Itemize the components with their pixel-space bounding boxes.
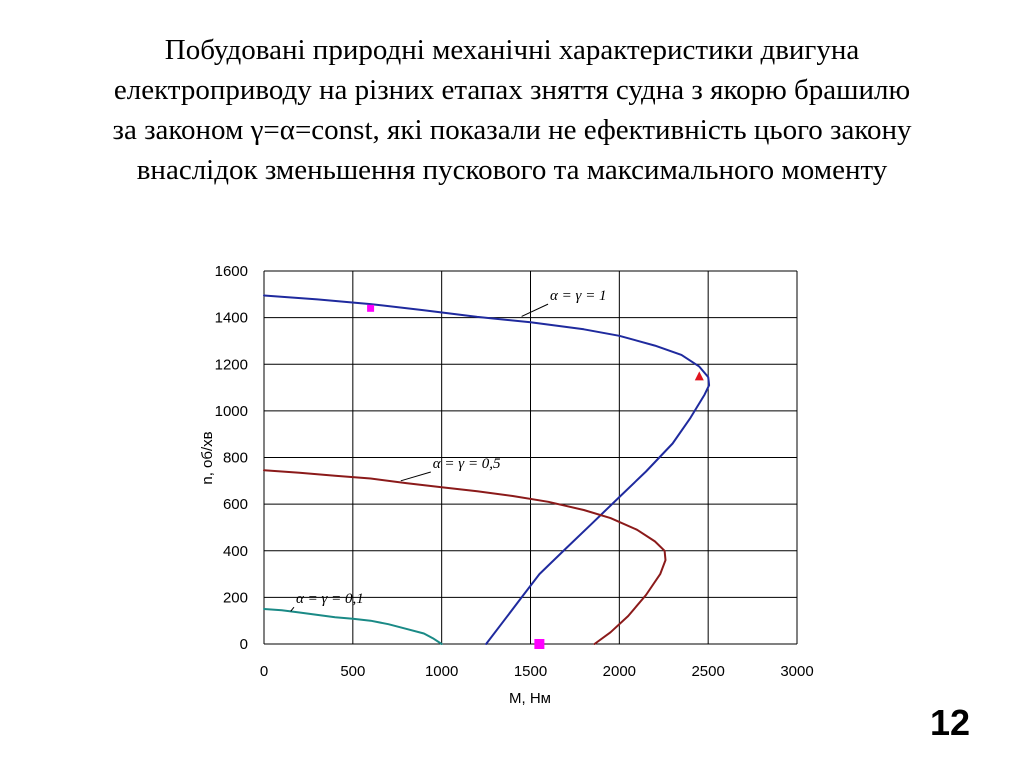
annotation-leader-line bbox=[521, 303, 549, 317]
slide-title: Побудовані природні механічні характерис… bbox=[20, 30, 1004, 190]
y-tick-label: 200 bbox=[223, 589, 248, 606]
markers bbox=[367, 304, 704, 649]
data-marker-square bbox=[534, 639, 545, 649]
y-tick-label: 600 bbox=[223, 496, 248, 513]
y-tick-label: 800 bbox=[223, 450, 248, 467]
x-tick-label: 2500 bbox=[691, 663, 724, 680]
y-tick-label: 1000 bbox=[215, 403, 248, 420]
series-annotation: α = γ = 1 bbox=[550, 288, 607, 304]
tick-labels: 0 500 1000 1500 2000 2500 3000 0 200 400 600 800 100… bbox=[215, 263, 814, 680]
y-axis-label: n, об/хв bbox=[199, 431, 216, 484]
y-tick-label: 1600 bbox=[215, 263, 248, 280]
y-tick-label: 1400 bbox=[215, 310, 248, 327]
x-tick-label: 3000 bbox=[780, 663, 813, 680]
series bbox=[263, 294, 711, 645]
data-marker-square bbox=[367, 304, 375, 312]
title-line-2: електроприводу на різних етапах зняття с… bbox=[113, 74, 911, 106]
annotation-leader-line bbox=[290, 606, 295, 612]
grid bbox=[263, 270, 798, 645]
title-line-4: внаслідок зменьшення пускового та максим… bbox=[136, 154, 888, 186]
x-tick-label: 2000 bbox=[603, 663, 636, 680]
annotation-leader-line bbox=[400, 471, 431, 482]
annotations: α = γ = 1 α = γ = 0,5 α = γ = 0,1 bbox=[290, 288, 607, 612]
x-tick-label: 500 bbox=[340, 663, 365, 680]
x-tick-label: 1000 bbox=[425, 663, 458, 680]
y-tick-label: 400 bbox=[223, 543, 248, 560]
title-line-3: за законом γ=α=const, які показали не еф… bbox=[112, 114, 912, 146]
series-annotation: α = γ = 0,1 bbox=[296, 591, 364, 607]
series-annotation: α = γ = 0,5 bbox=[433, 456, 501, 472]
data-marker-triangle bbox=[694, 371, 704, 381]
y-tick-label: 0 bbox=[240, 636, 248, 653]
title-line-1: Побудовані природні механічні характерис… bbox=[164, 34, 860, 66]
series-line-2 bbox=[263, 469, 667, 645]
x-tick-label: 1500 bbox=[514, 663, 547, 680]
x-tick-label: 0 bbox=[260, 663, 268, 680]
x-axis-label: M, Нм bbox=[509, 690, 551, 707]
y-tick-label: 1200 bbox=[215, 356, 248, 373]
series-line-3 bbox=[263, 608, 443, 645]
page-number: 12 bbox=[930, 702, 971, 743]
series-line-1 bbox=[263, 294, 711, 645]
